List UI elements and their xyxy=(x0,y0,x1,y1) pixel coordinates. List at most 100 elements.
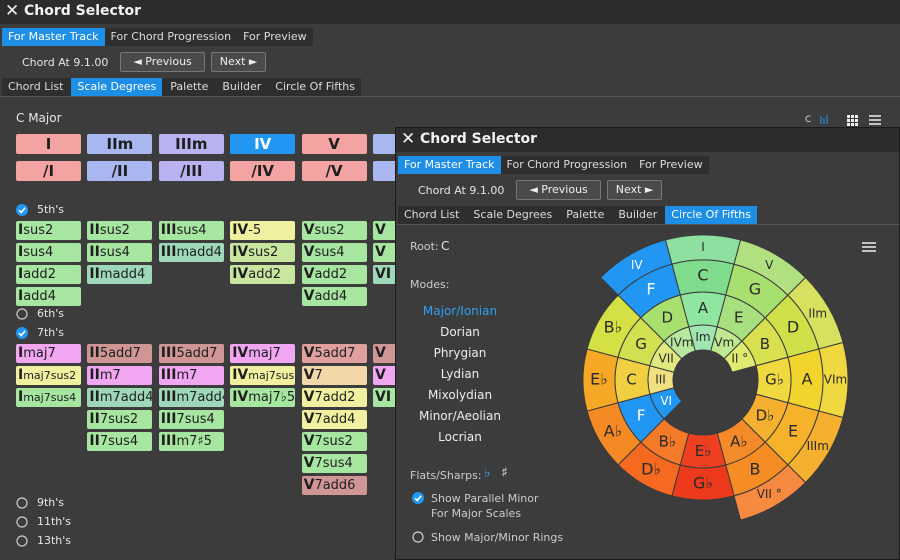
chord-button[interactable]: IImadd4 xyxy=(87,265,153,284)
chord-button[interactable]: II7sus2 xyxy=(87,410,153,429)
previous-button[interactable]: ◄ Previous xyxy=(516,180,601,200)
tab[interactable]: For Master Track xyxy=(2,28,105,46)
chord-suffix: m7add4 xyxy=(176,390,223,405)
chord-button[interactable]: IIm7 xyxy=(87,366,153,385)
tab[interactable]: For Preview xyxy=(237,28,313,46)
chord-button[interactable]: IVmaj7sus2 xyxy=(230,366,296,385)
chord-button[interactable]: Vsus2 xyxy=(301,221,367,240)
chord-root: I xyxy=(45,135,52,153)
chord-button[interactable]: IIIm7 xyxy=(158,366,224,385)
degree-button[interactable]: IIIm xyxy=(158,134,224,154)
mode-option[interactable]: Lydian xyxy=(440,367,480,381)
mode-option[interactable]: Phrygian xyxy=(433,346,487,360)
degree-button[interactable]: /IV xyxy=(230,161,296,181)
chord-position: Chord At 9.1.00 xyxy=(418,183,505,197)
chord-button[interactable]: V7sus2 xyxy=(301,432,367,451)
chord-root: IIIm xyxy=(175,135,208,153)
flat-option[interactable]: ♭ xyxy=(484,465,491,481)
chord-root: V xyxy=(303,433,315,449)
mode-option[interactable]: Dorian xyxy=(440,325,480,339)
subtab[interactable]: Scale Degrees xyxy=(467,206,559,224)
segment-label: F xyxy=(646,279,655,298)
subtab[interactable]: Circle Of Fifths xyxy=(665,206,757,224)
notation-icon: C xyxy=(805,115,811,125)
chord-button[interactable]: II5add7 xyxy=(87,344,153,363)
wheel-segment[interactable] xyxy=(599,239,673,296)
degree-button[interactable]: V xyxy=(301,134,367,154)
chord-button[interactable]: IIsus4 xyxy=(87,243,153,262)
chord-button[interactable]: IVadd2 xyxy=(230,265,296,284)
chord-button[interactable]: IIIm7♯5 xyxy=(158,432,224,451)
mode-option[interactable]: Locrian xyxy=(438,430,482,444)
chord-root: IV xyxy=(254,135,272,153)
chord-button[interactable]: Imaj7sus4 xyxy=(16,388,81,407)
chord-root: V xyxy=(328,135,340,153)
degree-button[interactable]: IIm xyxy=(87,134,153,154)
wheel-segment[interactable] xyxy=(733,464,807,521)
chord-button[interactable]: V7add2 xyxy=(301,388,367,407)
chord-button[interactable]: Vadd2 xyxy=(301,265,367,284)
radio-circle xyxy=(16,497,28,509)
sharp-option[interactable]: ♯ xyxy=(501,465,508,481)
subtab[interactable]: Builder xyxy=(216,78,268,96)
title-bar: ✕ Chord Selector xyxy=(396,128,899,152)
chord-button[interactable]: Isus4 xyxy=(16,243,81,262)
degree-button[interactable]: /I xyxy=(16,161,81,181)
subtab[interactable]: Chord List xyxy=(398,206,466,224)
subtab[interactable]: Palette xyxy=(560,206,611,224)
degree-button[interactable]: /II xyxy=(87,161,153,181)
chord-button[interactable]: IV-5 xyxy=(230,221,296,240)
chord-button[interactable]: IIIm7add4 xyxy=(158,388,224,407)
chord-button[interactable]: Iadd4 xyxy=(16,287,81,306)
chord-button[interactable]: Isus2 xyxy=(16,221,81,240)
title-bar: ✕ Chord Selector xyxy=(0,0,900,24)
chord-button[interactable]: Imaj7sus2 xyxy=(16,366,81,385)
chord-suffix: 7sus2 xyxy=(99,412,139,427)
chord-button[interactable]: IIIsus4 xyxy=(158,221,224,240)
degree-button[interactable]: IV xyxy=(230,134,296,154)
chord-button[interactable]: IIm7add4 xyxy=(87,388,153,407)
close-button[interactable]: ✕ xyxy=(5,1,20,21)
segment-label: G♭ xyxy=(765,371,784,389)
chord-root: III xyxy=(160,244,177,260)
chord-button[interactable]: Imaj7 xyxy=(16,344,81,363)
subtab[interactable]: Chord List xyxy=(2,78,70,96)
tab[interactable]: For Preview xyxy=(633,156,709,174)
chord-button[interactable]: IIImadd4 xyxy=(158,243,224,262)
tab[interactable]: For Chord Progression xyxy=(500,156,634,174)
chord-button[interactable]: III5add7 xyxy=(158,344,224,363)
mode-option[interactable]: Mixolydian xyxy=(427,388,493,402)
subtab[interactable]: Circle Of Fifths xyxy=(269,78,361,96)
chord-button[interactable]: V5add7 xyxy=(301,344,367,363)
chord-button[interactable]: II7sus4 xyxy=(87,432,153,451)
degree-button[interactable]: I xyxy=(16,134,81,154)
chord-button[interactable]: IVsus2 xyxy=(230,243,296,262)
chord-button[interactable]: Vadd4 xyxy=(301,287,367,306)
subtab[interactable]: Builder xyxy=(612,206,664,224)
chord-root: IIm xyxy=(106,135,134,153)
mode-option[interactable]: Major/Ionian xyxy=(422,304,498,318)
subtab[interactable]: Palette xyxy=(164,78,215,96)
chord-root: V xyxy=(303,367,315,383)
radio-icon xyxy=(16,497,28,509)
previous-button[interactable]: ◄ Previous xyxy=(120,52,205,72)
degree-button[interactable]: /III xyxy=(158,161,224,181)
chord-button[interactable]: Iadd2 xyxy=(16,265,81,284)
tab[interactable]: For Master Track xyxy=(398,156,501,174)
subtab[interactable]: Scale Degrees xyxy=(71,78,163,96)
tab[interactable]: For Chord Progression xyxy=(104,28,238,46)
chord-button[interactable]: V7 xyxy=(301,366,367,385)
chord-button[interactable]: IIsus2 xyxy=(87,221,153,240)
mode-option[interactable]: Minor/Aeolian xyxy=(419,409,501,423)
degree-button[interactable]: /V xyxy=(301,161,367,181)
chord-button[interactable]: IVmaj7 xyxy=(230,344,296,363)
chord-button[interactable]: III7sus4 xyxy=(158,410,224,429)
chord-button[interactable]: Vsus4 xyxy=(301,243,367,262)
chord-button[interactable]: V7add6 xyxy=(301,476,367,495)
chord-button[interactable]: IVmaj7♭5 xyxy=(230,388,296,407)
next-button[interactable]: Next ► xyxy=(210,52,267,72)
chord-button[interactable]: V7sus4 xyxy=(301,454,367,473)
chord-button[interactable]: V7add4 xyxy=(301,410,367,429)
close-button[interactable]: ✕ xyxy=(401,129,416,149)
next-button[interactable]: Next ► xyxy=(606,180,663,200)
